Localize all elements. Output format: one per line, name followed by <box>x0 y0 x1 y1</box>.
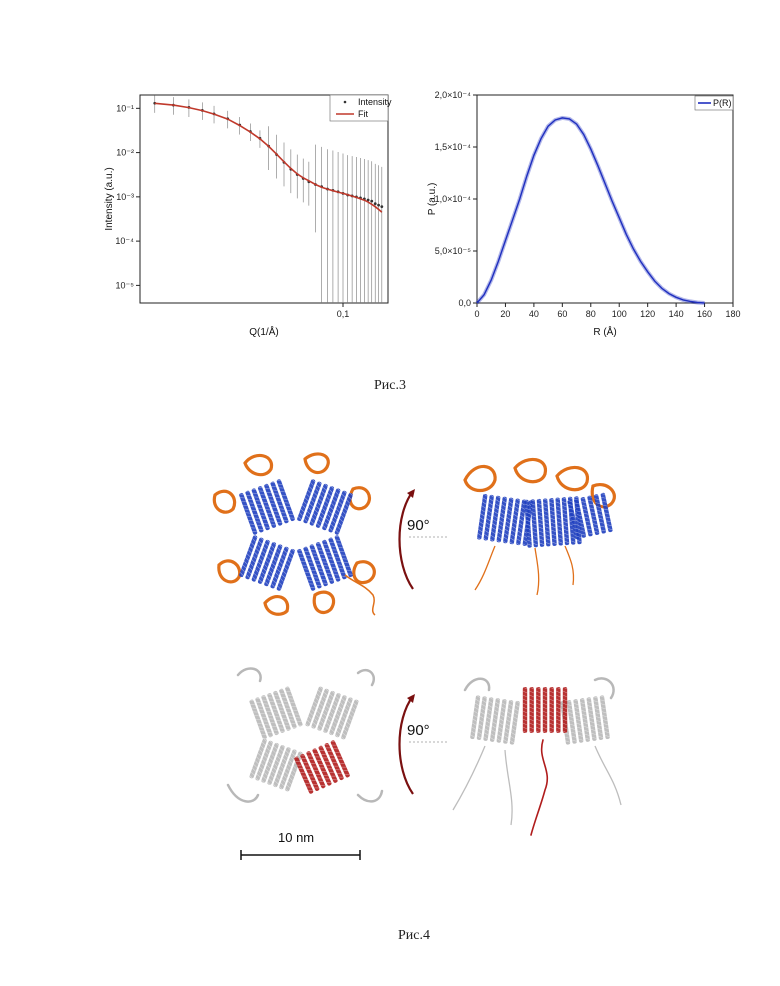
scale-bar <box>240 848 362 862</box>
pr-y-tick-label: 2,0×10⁻⁴ <box>435 90 472 100</box>
pr-y-tick-label: 0,0 <box>458 298 471 308</box>
orange-domain <box>245 455 272 474</box>
pr-x-tick-label: 100 <box>612 309 627 319</box>
legend-intensity-marker <box>344 101 347 104</box>
intensity-legend: Intensity Fit <box>330 95 392 121</box>
pr-x-tick-label: 80 <box>586 309 596 319</box>
intensity-x-axis-label: Q(1/Å) <box>249 325 278 338</box>
figure-3-caption: Рис.3 <box>374 378 406 394</box>
scale-bar-label: 10 nm <box>278 830 314 845</box>
legend-intensity-label: Intensity <box>358 97 392 107</box>
highlighted-subunit <box>294 740 351 795</box>
intensity-y-axis-label: Intensity (a.u.) <box>104 167 115 230</box>
pr-x-tick-label: 60 <box>557 309 567 319</box>
pr-error-band <box>477 118 705 303</box>
disordered-tail <box>475 546 495 590</box>
intensity-point <box>370 200 373 203</box>
pr-plot-frame <box>477 95 733 303</box>
orange-domain <box>265 597 288 615</box>
disordered-tail <box>565 546 574 585</box>
intensity-plot-frame <box>140 95 388 303</box>
helix-bundle <box>239 479 296 536</box>
helix-bundle <box>297 535 354 592</box>
disordered-tail <box>595 746 621 805</box>
pr-y-tick-label: 1,5×10⁻⁴ <box>435 142 472 152</box>
intensity-point <box>377 204 380 207</box>
orange-domain <box>465 466 495 490</box>
disordered-tail <box>453 746 485 810</box>
intensity-point <box>380 205 383 208</box>
orange-domains <box>214 454 374 614</box>
pr-x-tick-label: 180 <box>725 309 740 319</box>
helix-bundle <box>239 535 296 592</box>
pr-x-tick-label: 160 <box>697 309 712 319</box>
pr-y-tick-label: 5,0×10⁻⁵ <box>435 246 472 256</box>
structure-gray-side-view <box>445 660 630 840</box>
helix-bundle <box>567 492 613 539</box>
gray-helix-bundle <box>249 686 303 740</box>
gray-domain <box>595 678 614 698</box>
orange-domain <box>350 488 369 509</box>
structure-gray-top-view <box>218 655 393 815</box>
orange-domain <box>214 491 234 512</box>
structure-colored-top-view <box>205 445 390 620</box>
disordered-tail <box>535 548 539 595</box>
orange-domain <box>219 561 240 582</box>
gray-helix-bundle <box>305 686 359 740</box>
intensity-y-tick-label: 10⁻³ <box>116 192 134 202</box>
saxs-intensity-chart: 10⁻¹ 10⁻² 10⁻³ 10⁻⁴ 10⁻⁵ 0,1 Intensity Fit Q… <box>100 85 400 345</box>
intensity-y-tick-label: 10⁻¹ <box>116 103 134 113</box>
orange-domain <box>314 592 333 612</box>
orange-domain <box>305 454 328 473</box>
orange-domain <box>354 562 375 583</box>
gray-domain <box>358 791 382 801</box>
pr-x-axis-label: R (Å) <box>593 325 616 338</box>
pr-legend: P(R) <box>695 96 733 110</box>
structure-colored-side-view <box>445 450 630 600</box>
intensity-y-tick-label: 10⁻⁵ <box>116 280 135 290</box>
gray-domain <box>358 670 374 685</box>
gray-domain <box>465 679 489 690</box>
pr-x-tick-label: 140 <box>669 309 684 319</box>
gray-domain <box>238 668 261 681</box>
disordered-tail <box>505 750 512 825</box>
pr-y-tick-label: 1,0×10⁻⁴ <box>435 194 472 204</box>
gray-helix-bundle <box>470 695 520 745</box>
figure-4-caption: Рис.4 <box>398 928 430 944</box>
intensity-point <box>374 202 377 205</box>
pr-x-tick-label: 0 <box>474 309 479 319</box>
pr-x-tick-label: 120 <box>640 309 655 319</box>
gray-domain <box>228 785 258 802</box>
highlighted-subunit <box>523 687 567 733</box>
rotation-label-bottom: 90° <box>407 722 430 739</box>
pr-y-axis-label: P (a.u.) <box>427 183 438 216</box>
red-tail <box>531 740 547 835</box>
blue-helices <box>239 479 354 592</box>
gray-helix-bundle <box>560 695 610 745</box>
pr-x-tick-label: 40 <box>529 309 539 319</box>
pr-x-tick-label: 20 <box>500 309 510 319</box>
intensity-y-tick-label: 10⁻² <box>116 148 134 158</box>
orange-domain <box>557 467 587 489</box>
rotation-arrow-bottom <box>393 690 453 800</box>
rotation-label-top: 90° <box>407 517 430 534</box>
helix-bundle <box>297 479 354 536</box>
intensity-y-tick-label: 10⁻⁴ <box>115 236 134 246</box>
intensity-x-tick-label: 0,1 <box>337 309 350 319</box>
legend-fit-label: Fit <box>358 109 368 119</box>
pr-distribution-chart: 0,0 5,0×10⁻⁵ 1,0×10⁻⁴ 1,5×10⁻⁴ 2,0×10⁻⁴ 0 20 4… <box>425 85 745 345</box>
orange-domain <box>515 459 545 481</box>
gray-helix-bundle <box>249 738 303 792</box>
rotation-arrow-top <box>393 485 453 595</box>
legend-pr-label: P(R) <box>713 98 732 108</box>
